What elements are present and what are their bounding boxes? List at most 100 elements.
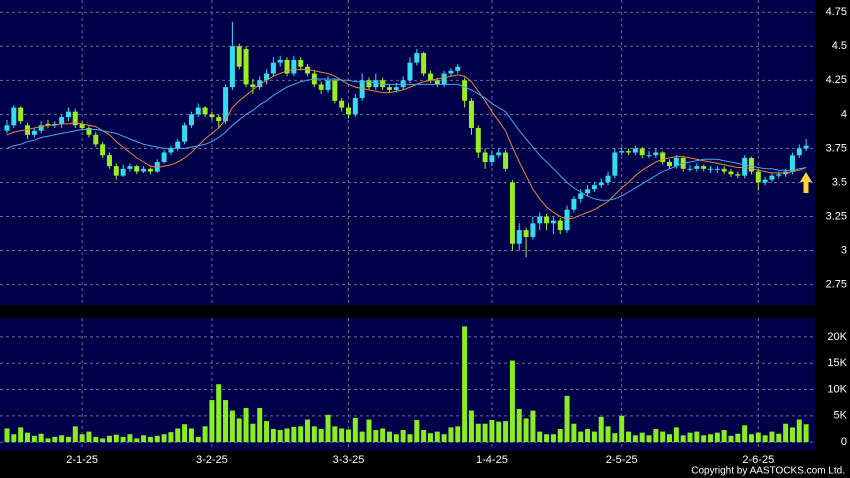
candle-body bbox=[701, 166, 707, 169]
candle-body bbox=[462, 80, 468, 101]
candle-body bbox=[4, 125, 10, 131]
candle-body bbox=[516, 230, 522, 244]
candle-body bbox=[352, 98, 358, 115]
candle-body bbox=[400, 80, 406, 88]
candle-body bbox=[605, 175, 611, 183]
volume-bar bbox=[564, 395, 570, 443]
candle-body bbox=[550, 220, 556, 224]
candle-body bbox=[127, 166, 133, 169]
y-tick-label: 4 bbox=[841, 108, 847, 120]
volume-bar bbox=[694, 431, 700, 443]
candle-body bbox=[523, 230, 529, 237]
candle-body bbox=[298, 59, 304, 67]
volume-bar bbox=[796, 419, 802, 443]
candle-body bbox=[113, 166, 119, 176]
candle-body bbox=[714, 168, 720, 170]
volume-bar bbox=[79, 434, 85, 443]
volume-bar bbox=[803, 424, 809, 443]
volume-bar bbox=[585, 428, 591, 443]
y-tick-label: 0 bbox=[841, 436, 847, 448]
candle-body bbox=[318, 84, 324, 90]
volume-bar bbox=[250, 423, 256, 443]
candle-body bbox=[216, 117, 222, 122]
volume-bar bbox=[482, 423, 488, 443]
volume-bar bbox=[38, 433, 44, 443]
volume-bar bbox=[612, 433, 618, 443]
candle-body bbox=[496, 152, 502, 156]
candle-body bbox=[72, 111, 78, 126]
volume-bar bbox=[653, 428, 659, 443]
candle-body bbox=[284, 59, 290, 74]
volume-bar bbox=[182, 424, 188, 443]
volume-bar bbox=[161, 434, 167, 443]
candle-body bbox=[612, 152, 618, 176]
volume-bar bbox=[783, 423, 789, 443]
candle-body bbox=[100, 144, 106, 156]
candle-body bbox=[489, 155, 495, 163]
volume-bar bbox=[571, 423, 577, 443]
volume-bar bbox=[489, 420, 495, 443]
volume-bar bbox=[264, 421, 270, 443]
candle-body bbox=[619, 151, 625, 153]
candle-body bbox=[134, 166, 140, 172]
ma-line bbox=[6, 68, 807, 220]
volume-bar bbox=[229, 410, 235, 443]
x-tick-label: 2-6-25 bbox=[742, 454, 774, 466]
candle-body bbox=[168, 148, 174, 153]
candle-body bbox=[250, 84, 256, 88]
volume-bar bbox=[687, 432, 693, 443]
candle-body bbox=[65, 111, 71, 118]
candle-body bbox=[673, 157, 679, 167]
y-tick-label: 3 bbox=[841, 244, 847, 256]
candle-body bbox=[59, 117, 65, 124]
volume-bar bbox=[195, 436, 201, 443]
y-tick-label: 3.5 bbox=[832, 176, 847, 188]
candle-body bbox=[639, 148, 645, 156]
volume-bar bbox=[496, 421, 502, 443]
volume-bar bbox=[141, 435, 147, 443]
marker-arrow bbox=[800, 172, 812, 193]
volume-bar bbox=[789, 427, 795, 443]
x-tick-label: 1-4-25 bbox=[476, 454, 508, 466]
candle-body bbox=[229, 46, 235, 88]
candle-body bbox=[120, 168, 126, 176]
candle-body bbox=[414, 53, 420, 63]
candle-body bbox=[427, 73, 433, 81]
volume-bar bbox=[748, 434, 754, 443]
candle-body bbox=[264, 73, 270, 81]
candle-body bbox=[598, 182, 604, 186]
candle-body bbox=[407, 62, 413, 81]
volume-bar bbox=[434, 431, 440, 443]
y-tick-label: 20K bbox=[827, 331, 847, 343]
volume-bar bbox=[550, 434, 556, 443]
y-tick-label: 10K bbox=[827, 383, 847, 395]
candle-body bbox=[537, 216, 543, 224]
candle-body bbox=[707, 168, 713, 170]
candle-body bbox=[202, 107, 208, 115]
candle-body bbox=[161, 152, 167, 163]
candle-body bbox=[86, 127, 92, 135]
volume-bar bbox=[223, 400, 229, 443]
volume-bar bbox=[4, 428, 10, 443]
candle-body bbox=[544, 216, 550, 224]
volume-bar bbox=[707, 434, 713, 443]
volume-bar bbox=[45, 438, 51, 443]
ma-line bbox=[6, 78, 807, 201]
volume-bar bbox=[427, 433, 433, 443]
volume-bar bbox=[270, 428, 276, 443]
candle-body bbox=[154, 162, 160, 172]
candle-body bbox=[728, 171, 734, 175]
x-tick-label: 2-1-25 bbox=[66, 454, 98, 466]
candle-body bbox=[687, 168, 693, 170]
volume-bar bbox=[31, 435, 37, 443]
candle-body bbox=[291, 59, 297, 74]
candle-body bbox=[564, 209, 570, 231]
candle-body bbox=[188, 114, 194, 126]
volume-bar bbox=[18, 427, 24, 443]
volume-bar bbox=[421, 430, 427, 443]
candle-body bbox=[11, 107, 17, 126]
y-tick-label: 4.25 bbox=[826, 74, 847, 86]
candle-body bbox=[475, 127, 481, 153]
candle-body bbox=[769, 175, 775, 180]
